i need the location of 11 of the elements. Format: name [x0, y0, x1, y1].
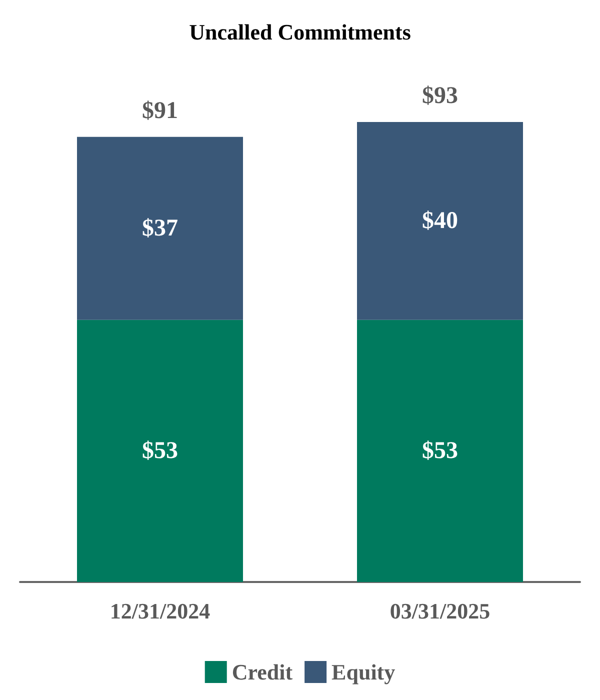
x-tick-label: 03/31/2025	[390, 598, 490, 624]
x-tick-label: 12/31/2024	[110, 598, 210, 624]
total-label: $93	[422, 83, 458, 109]
total-label: $91	[142, 98, 178, 124]
data-label: $53	[422, 438, 458, 464]
chart-title: Uncalled Commitments	[189, 20, 412, 44]
data-label: $37	[142, 215, 178, 242]
legend-label: Equity	[332, 660, 396, 684]
legend-label: Credit	[232, 660, 294, 684]
data-label: $40	[422, 208, 458, 234]
data-label: $53	[142, 438, 178, 464]
